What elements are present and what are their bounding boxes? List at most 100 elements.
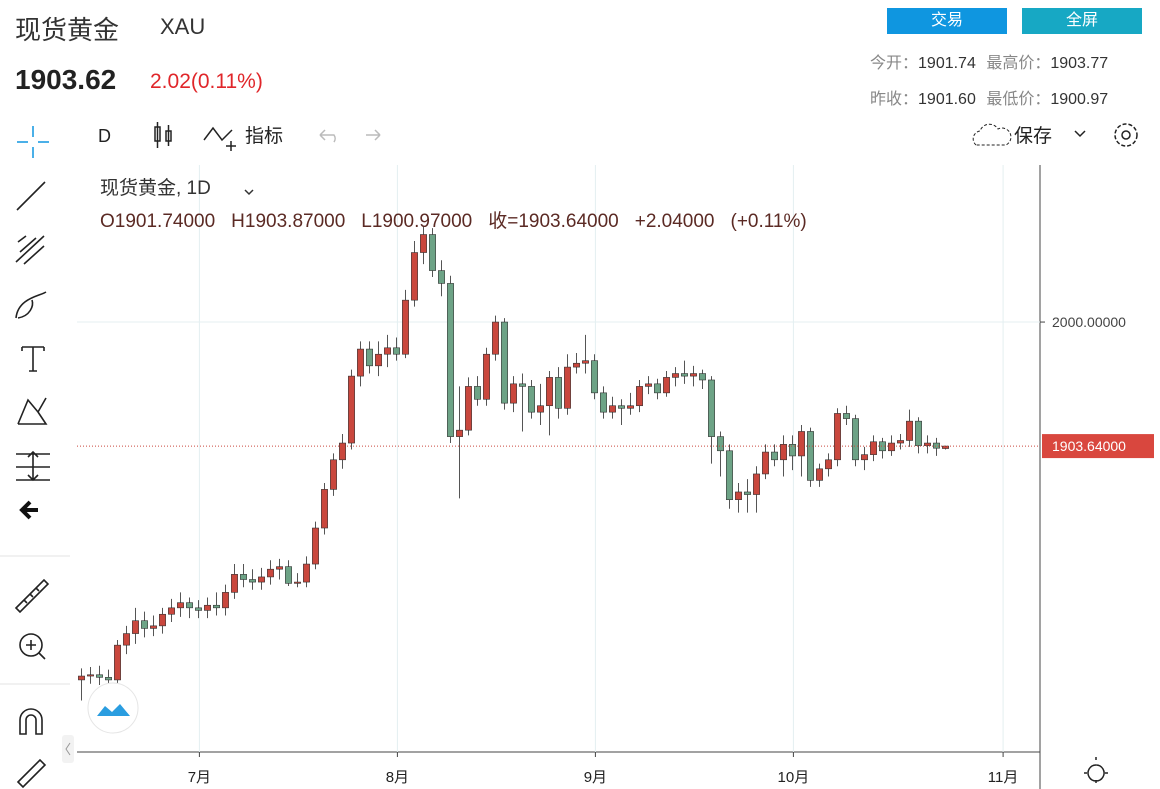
cloud-icon[interactable]	[972, 123, 1012, 146]
watermark	[87, 682, 139, 734]
candle-body	[249, 579, 256, 583]
candle-body	[303, 563, 310, 583]
candle-body	[186, 602, 193, 609]
legend-item: H1903.87000	[231, 211, 345, 232]
candle-body	[87, 674, 94, 677]
grid: 7月 8月 9月 10月 11月 2000.00000	[77, 165, 1126, 786]
candle-body	[933, 442, 940, 449]
symbol: XAU	[160, 14, 206, 39]
candle-body	[105, 677, 112, 681]
candle-body	[258, 576, 265, 583]
candle-body	[267, 568, 274, 578]
stat-row: 昨收：1901.60 最低价：1900.97	[870, 85, 1108, 109]
candle-body	[609, 405, 616, 413]
candle-body	[330, 459, 337, 490]
candle-body	[861, 454, 868, 461]
settings-icon[interactable]	[1114, 123, 1138, 147]
candle-body	[591, 360, 598, 394]
candle-body	[429, 234, 436, 271]
candle-body	[492, 321, 499, 355]
legend-item: L1900.97000	[361, 211, 472, 232]
candle-body	[285, 566, 292, 584]
fork-tool[interactable]	[15, 235, 45, 265]
save-menu[interactable]	[1074, 130, 1086, 138]
time-settings[interactable]	[1084, 757, 1108, 783]
candle-body	[726, 450, 733, 500]
overlay: 1903.64000	[77, 434, 1154, 459]
candle-body	[789, 444, 796, 457]
candle-body	[132, 620, 139, 634]
fullscreen-button[interactable]: 全屏	[1022, 8, 1142, 34]
candle-body	[798, 431, 805, 457]
back-arrow[interactable]	[19, 500, 38, 520]
candle-body	[618, 405, 625, 409]
candle-body	[663, 377, 670, 394]
candle-body	[744, 491, 751, 495]
x-tick-label: 11月	[988, 769, 1019, 786]
candle-body	[465, 386, 472, 431]
candle-body	[114, 644, 121, 681]
legend-item: +2.04000	[635, 211, 715, 232]
candle-body	[825, 459, 832, 470]
candle-body	[222, 592, 229, 609]
candle-body	[564, 366, 571, 409]
candle-body	[276, 566, 283, 570]
measure-tool[interactable]	[16, 450, 50, 482]
candle-body	[897, 440, 904, 444]
brush-tool[interactable]	[15, 291, 47, 319]
candle-type-icon[interactable]	[154, 122, 172, 148]
candle-body	[78, 675, 85, 681]
candle-body	[699, 373, 706, 381]
candle-body	[582, 360, 589, 364]
stat-value: 1901.74	[918, 55, 976, 72]
candle-body	[690, 373, 697, 377]
candle-body	[501, 321, 508, 404]
last-price-label: 1903.64000	[1052, 438, 1126, 454]
candle-body	[915, 420, 922, 446]
zoom-tool[interactable]	[19, 633, 43, 657]
stat-label: 昨收：	[870, 91, 919, 108]
candle-body	[150, 625, 157, 629]
change: 2.02(0.11%)	[150, 70, 263, 93]
pattern-tool[interactable]	[17, 397, 48, 425]
interval[interactable]: D	[98, 126, 111, 146]
candles	[78, 225, 949, 701]
candle-body	[123, 633, 130, 646]
magnet-tool[interactable]	[19, 708, 43, 735]
candle-body	[195, 607, 202, 611]
undo[interactable]	[319, 129, 336, 143]
indicator-icon[interactable]	[203, 126, 236, 151]
candle-body	[393, 347, 400, 355]
candle-body	[600, 392, 607, 413]
redo[interactable]	[366, 129, 381, 141]
candle-body	[240, 574, 247, 580]
stat-label: 今开：	[870, 55, 919, 72]
x-tick-label: 9月	[584, 769, 607, 786]
candle-body	[555, 377, 562, 409]
candle-body	[870, 441, 877, 455]
line-tool[interactable]	[16, 181, 46, 211]
text-tool[interactable]	[21, 346, 45, 372]
candle-body	[447, 283, 454, 437]
stat-value: 1901.60	[918, 91, 976, 108]
lock-draw-tool[interactable]	[16, 758, 47, 789]
candle-body	[645, 383, 652, 387]
candle-body	[654, 383, 661, 394]
candle-body	[537, 405, 544, 413]
candle-body	[483, 353, 490, 400]
candle-body	[681, 373, 688, 377]
save[interactable]: 保存	[1014, 125, 1052, 147]
candle-body	[357, 348, 364, 377]
ruler-tool[interactable]	[14, 578, 50, 614]
x-tick-label: 7月	[188, 769, 211, 786]
indicators[interactable]: 指标	[245, 125, 283, 147]
candle-body	[438, 270, 445, 284]
candle-body	[708, 379, 715, 437]
trade-button[interactable]: 交易	[887, 8, 1007, 34]
collapse-button[interactable]	[62, 735, 74, 763]
crosshair-tool[interactable]	[17, 126, 49, 158]
candle-body	[717, 436, 724, 452]
title-menu[interactable]	[244, 189, 254, 196]
candle-body	[924, 442, 931, 446]
y-tick-label: 2000.00000	[1052, 314, 1126, 330]
